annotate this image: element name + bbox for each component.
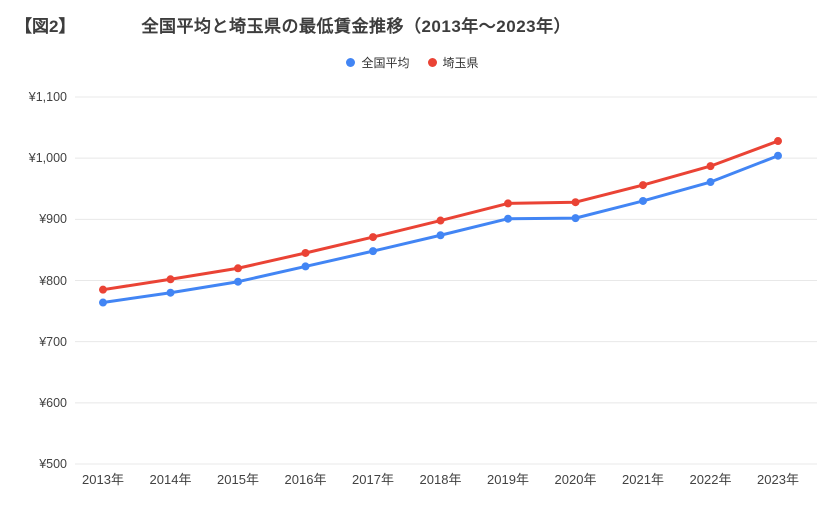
data-point-埼玉県-2016年[interactable] [301, 248, 310, 257]
legend-item-埼玉県[interactable]: 埼玉県 [427, 54, 479, 71]
data-point-埼玉県-2021年[interactable] [639, 181, 647, 190]
x-axis-tick-label: 2023年 [757, 472, 799, 487]
y-axis-tick-label: ¥700 [39, 334, 67, 349]
data-point-全国平均-2017年[interactable] [369, 247, 377, 256]
legend-label: 埼玉県 [442, 56, 479, 70]
data-point-埼玉県-2023年[interactable] [774, 137, 782, 146]
y-axis-tick-label: ¥1,100 [28, 90, 67, 104]
data-point-埼玉県-2020年[interactable] [571, 198, 580, 207]
data-point-全国平均-2019年[interactable] [504, 214, 512, 223]
chart-title-row: 【図2】 全国平均と埼玉県の最低賃金推移（2013年〜2023年） [15, 12, 571, 37]
x-axis-tick-label: 2019年 [487, 472, 529, 487]
data-point-埼玉県-2013年[interactable] [99, 285, 107, 294]
data-point-全国平均-2021年[interactable] [639, 196, 647, 205]
data-point-全国平均-2015年[interactable] [234, 277, 242, 286]
x-axis-tick-label: 2022年 [689, 472, 732, 487]
data-point-埼玉県-2014年[interactable] [166, 275, 175, 284]
y-axis-tick-label: ¥800 [39, 273, 67, 288]
x-axis-tick-label: 2018年 [419, 472, 462, 487]
x-axis-tick-label: 2020年 [554, 472, 597, 487]
y-axis-tick-label: ¥500 [39, 457, 67, 471]
x-axis-tick-label: 2015年 [217, 472, 259, 487]
legend-label: 全国平均 [361, 56, 410, 70]
data-point-全国平均-2013年[interactable] [99, 298, 107, 307]
data-point-全国平均-2022年[interactable] [706, 178, 715, 187]
data-point-埼玉県-2019年[interactable] [504, 199, 512, 208]
y-axis-tick-label: ¥1,000 [28, 151, 67, 166]
x-axis-tick-label: 2013年 [82, 472, 124, 487]
data-point-全国平均-2023年[interactable] [774, 151, 782, 160]
x-axis-tick-label: 2017年 [352, 472, 394, 487]
y-axis-tick-label: ¥900 [39, 212, 67, 227]
legend-series-dot-icon [346, 58, 356, 67]
data-point-全国平均-2014年[interactable] [166, 288, 175, 297]
data-point-埼玉県-2015年[interactable] [234, 264, 242, 273]
data-point-埼玉県-2018年[interactable] [436, 216, 445, 225]
series-line-埼玉県 [101, 139, 780, 292]
x-axis-tick-label: 2014年 [149, 472, 192, 487]
data-point-全国平均-2018年[interactable] [436, 231, 445, 240]
data-point-全国平均-2020年[interactable] [571, 214, 580, 223]
x-axis-tick-label: 2021年 [622, 472, 664, 487]
chart-legend: 全国平均 埼玉県 [0, 54, 825, 71]
figure-label: 【図2】 [15, 17, 76, 36]
y-axis-tick-label: ¥600 [39, 395, 67, 410]
legend-series-dot-icon [427, 58, 437, 67]
legend-item-全国平均[interactable]: 全国平均 [346, 54, 410, 71]
page-title: 全国平均と埼玉県の最低賃金推移（2013年〜2023年） [141, 17, 572, 36]
data-point-全国平均-2016年[interactable] [301, 262, 310, 271]
x-axis-tick-label: 2016年 [284, 472, 327, 487]
data-point-埼玉県-2017年[interactable] [369, 233, 377, 242]
data-point-埼玉県-2022年[interactable] [706, 162, 715, 171]
